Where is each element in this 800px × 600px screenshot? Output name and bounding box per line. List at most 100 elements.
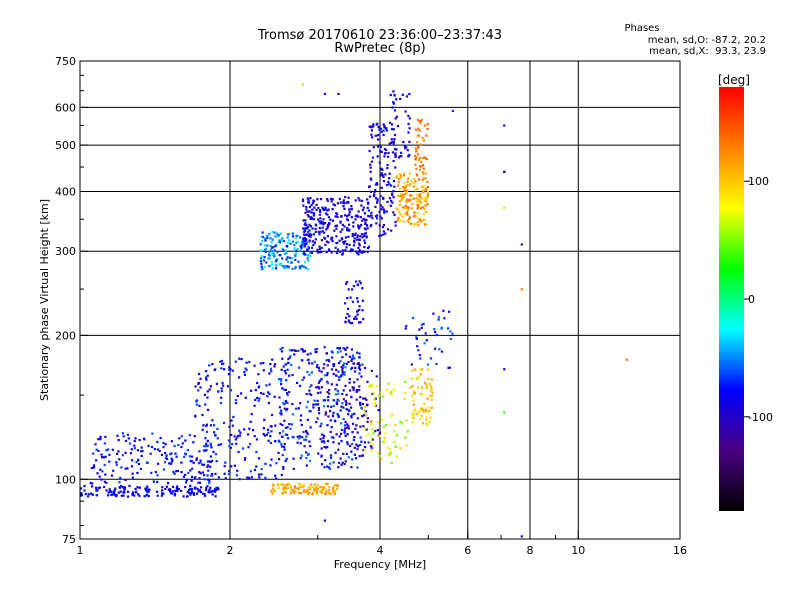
- data-point: [391, 106, 394, 109]
- data-point: [303, 438, 306, 441]
- data-point: [276, 251, 279, 254]
- data-point: [422, 212, 425, 215]
- data-point: [273, 363, 277, 366]
- data-point: [264, 244, 267, 247]
- data-point: [291, 240, 295, 243]
- data-point: [361, 415, 364, 418]
- data-point: [104, 435, 107, 438]
- data-point: [235, 474, 238, 477]
- data-point: [192, 492, 195, 495]
- data-point: [220, 396, 223, 399]
- data-point: [290, 349, 294, 352]
- data-point: [371, 438, 374, 441]
- data-point: [394, 220, 397, 224]
- data-point: [264, 462, 267, 465]
- data-point: [317, 206, 320, 210]
- data-point: [364, 410, 368, 413]
- data-point: [392, 388, 396, 391]
- data-point: [203, 474, 206, 477]
- data-point: [322, 437, 325, 440]
- data-point: [341, 373, 344, 376]
- data-point: [392, 102, 395, 105]
- data-point: [190, 475, 194, 478]
- data-point: [301, 244, 304, 247]
- data-point: [305, 464, 308, 467]
- data-point: [362, 217, 365, 220]
- data-point: [103, 442, 106, 445]
- data-point: [386, 167, 389, 170]
- data-point: [169, 453, 172, 456]
- data-point: [139, 467, 142, 470]
- data-point: [301, 359, 304, 362]
- data-point: [341, 402, 344, 405]
- data-point: [312, 218, 316, 221]
- data-point: [332, 404, 335, 407]
- data-point: [392, 211, 395, 214]
- data-point: [283, 445, 286, 449]
- data-point: [316, 248, 319, 251]
- data-point: [374, 397, 377, 400]
- data-point: [267, 431, 270, 434]
- data-point: [359, 216, 362, 219]
- data-point: [325, 359, 328, 362]
- data-point: [369, 384, 372, 387]
- data-point: [331, 237, 334, 240]
- data-point: [228, 425, 231, 428]
- data-point: [249, 420, 252, 423]
- data-point: [345, 401, 348, 404]
- data-point: [294, 349, 297, 352]
- data-point: [392, 128, 395, 131]
- data-point: [146, 491, 149, 494]
- data-point: [306, 210, 309, 213]
- data-point: [321, 230, 324, 233]
- data-point: [305, 451, 308, 454]
- data-point: [352, 362, 355, 365]
- data-point: [397, 181, 400, 184]
- data-point: [288, 483, 291, 486]
- data-point: [404, 327, 407, 330]
- data-point: [367, 209, 370, 212]
- data-point: [358, 250, 361, 253]
- data-point: [352, 386, 355, 389]
- data-point: [129, 452, 132, 455]
- data-point: [176, 489, 179, 493]
- data-point: [334, 388, 337, 391]
- data-point: [391, 201, 394, 204]
- data-point: [403, 212, 406, 216]
- data-point: [447, 327, 450, 330]
- data-point: [426, 127, 429, 131]
- data-point: [345, 353, 348, 356]
- data-point: [283, 442, 286, 446]
- data-point: [347, 360, 350, 364]
- data-point: [264, 476, 267, 479]
- data-point: [370, 129, 373, 132]
- data-point: [205, 378, 208, 381]
- data-point: [359, 425, 362, 428]
- data-point: [361, 287, 364, 290]
- data-point: [416, 118, 419, 122]
- data-point: [414, 180, 417, 183]
- data-point: [406, 210, 409, 213]
- data-point: [327, 358, 330, 362]
- data-point: [271, 253, 274, 256]
- data-point: [140, 454, 143, 457]
- data-point: [417, 159, 420, 162]
- data-point: [97, 486, 100, 490]
- data-point: [425, 187, 428, 190]
- data-point: [198, 489, 201, 492]
- data-point: [298, 436, 301, 439]
- data-point: [411, 414, 414, 417]
- data-point: [277, 451, 280, 454]
- data-point: [371, 443, 374, 446]
- data-point: [399, 97, 402, 100]
- data-point: [304, 211, 307, 214]
- data-point: [281, 453, 284, 457]
- data-point: [352, 221, 355, 224]
- data-point: [345, 393, 348, 396]
- data-point: [154, 471, 157, 474]
- data-point: [503, 206, 506, 209]
- data-point: [355, 388, 358, 392]
- data-point: [310, 211, 313, 214]
- data-point: [449, 337, 452, 340]
- data-point: [358, 305, 361, 308]
